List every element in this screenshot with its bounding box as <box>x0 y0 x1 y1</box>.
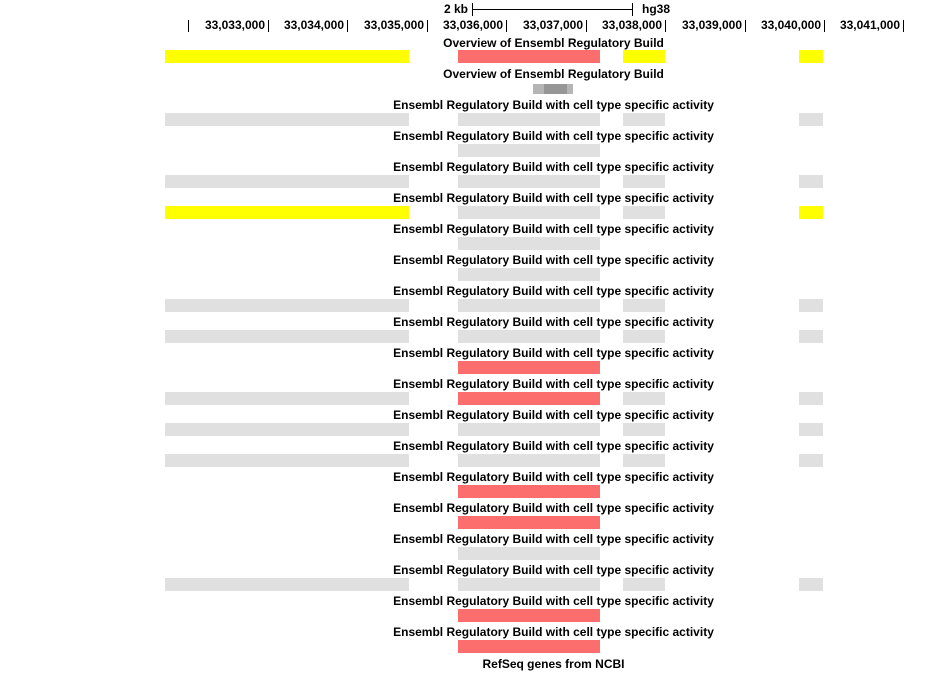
coordinate-label: 33,039,000 <box>681 18 742 32</box>
track-title-celltype-activity-3: Ensembl Regulatory Build with cell type … <box>393 160 714 174</box>
feature-bar-gray[interactable] <box>623 299 665 312</box>
track-title-celltype-activity-4: Ensembl Regulatory Build with cell type … <box>393 191 714 205</box>
feature-bar-red[interactable] <box>458 640 600 653</box>
feature-bar-red[interactable] <box>458 392 600 405</box>
coordinate-tick <box>824 20 825 32</box>
feature-bar-gray[interactable] <box>458 206 600 219</box>
track-title-celltype-activity-8: Ensembl Regulatory Build with cell type … <box>393 315 714 329</box>
feature-bar-gray[interactable] <box>165 330 409 343</box>
coordinate-tick <box>586 20 587 32</box>
feature-bar-gray[interactable] <box>165 454 409 467</box>
feature-bar-gray[interactable] <box>799 330 823 343</box>
coordinate-label: 33,037,000 <box>522 18 583 32</box>
assembly-label: hg38 <box>642 2 671 16</box>
feature-bar-yellow[interactable] <box>623 50 665 63</box>
track-title-overview-regulatory-build: Overview of Ensembl Regulatory Build <box>443 36 664 50</box>
coordinate-label: 33,033,000 <box>204 18 265 32</box>
track-title-celltype-activity-9: Ensembl Regulatory Build with cell type … <box>393 346 714 360</box>
coordinate-tick <box>427 20 428 32</box>
track-title-celltype-activity-14: Ensembl Regulatory Build with cell type … <box>393 501 714 515</box>
feature-bar-gray[interactable] <box>458 144 600 157</box>
feature-bar-gray[interactable] <box>799 113 823 126</box>
feature-bar-gray[interactable] <box>799 392 823 405</box>
feature-bar-gray[interactable] <box>623 423 665 436</box>
feature-bar-gray[interactable] <box>458 175 600 188</box>
feature-bar-gray[interactable] <box>165 578 409 591</box>
track-title-overview-regulatory-build-detail: Overview of Ensembl Regulatory Build <box>443 67 664 81</box>
feature-bar-red[interactable] <box>458 485 600 498</box>
track-title-celltype-activity-17: Ensembl Regulatory Build with cell type … <box>393 594 714 608</box>
feature-bar-gray[interactable] <box>623 175 665 188</box>
track-title-celltype-activity-2: Ensembl Regulatory Build with cell type … <box>393 129 714 143</box>
scale-bar-right-tick <box>632 3 633 16</box>
feature-bar-gray[interactable] <box>458 237 600 250</box>
coordinate-tick <box>903 20 904 32</box>
coordinate-label: 33,040,000 <box>760 18 821 32</box>
track-title-celltype-activity-7: Ensembl Regulatory Build with cell type … <box>393 284 714 298</box>
feature-bar-gray[interactable] <box>623 578 665 591</box>
track-title-celltype-activity-10: Ensembl Regulatory Build with cell type … <box>393 377 714 391</box>
feature-bar-gray[interactable] <box>623 113 665 126</box>
feature-bar-gray[interactable] <box>623 330 665 343</box>
feature-bar-gray[interactable] <box>623 206 665 219</box>
feature-bar-red[interactable] <box>458 361 600 374</box>
track-title-refseq-genes: RefSeq genes from NCBI <box>482 657 625 671</box>
feature-bar-gray[interactable] <box>165 299 409 312</box>
feature-bar-gray[interactable] <box>165 423 409 436</box>
feature-bar-yellow[interactable] <box>799 206 823 219</box>
track-title-celltype-activity-6: Ensembl Regulatory Build with cell type … <box>393 253 714 267</box>
feature-bar-gray[interactable] <box>458 330 600 343</box>
feature-bar-gray[interactable] <box>799 423 823 436</box>
coordinate-tick <box>188 20 189 32</box>
feature-bar-gray[interactable] <box>458 454 600 467</box>
feature-bar-gray[interactable] <box>165 392 409 405</box>
coordinate-label: 33,038,000 <box>601 18 662 32</box>
feature-bar-red[interactable] <box>458 516 600 529</box>
feature-bar-gray[interactable] <box>623 454 665 467</box>
feature-bar-gray[interactable] <box>165 113 409 126</box>
track-title-celltype-activity-12: Ensembl Regulatory Build with cell type … <box>393 439 714 453</box>
feature-bar-gray[interactable] <box>799 299 823 312</box>
feature-bar-gray_dark[interactable] <box>544 84 567 94</box>
feature-bar-gray[interactable] <box>799 454 823 467</box>
scale-bar-left-tick <box>472 3 473 16</box>
feature-bar-yellow[interactable] <box>165 206 409 219</box>
track-title-celltype-activity-18: Ensembl Regulatory Build with cell type … <box>393 625 714 639</box>
track-title-celltype-activity-15: Ensembl Regulatory Build with cell type … <box>393 532 714 546</box>
coordinate-tick <box>506 20 507 32</box>
feature-bar-gray[interactable] <box>458 547 600 560</box>
scale-bar-line <box>472 9 632 10</box>
coordinate-tick <box>745 20 746 32</box>
track-title-celltype-activity-1: Ensembl Regulatory Build with cell type … <box>393 98 714 112</box>
coordinate-label: 33,036,000 <box>442 18 503 32</box>
feature-bar-gray[interactable] <box>458 113 600 126</box>
feature-bar-gray[interactable] <box>799 578 823 591</box>
feature-bar-gray[interactable] <box>458 299 600 312</box>
coordinate-tick <box>665 20 666 32</box>
track-title-celltype-activity-5: Ensembl Regulatory Build with cell type … <box>393 222 714 236</box>
coordinate-tick <box>268 20 269 32</box>
coordinate-label: 33,041,000 <box>839 18 900 32</box>
coordinate-label: 33,034,000 <box>283 18 344 32</box>
coordinate-tick <box>347 20 348 32</box>
feature-bar-yellow[interactable] <box>799 50 823 63</box>
feature-bar-red[interactable] <box>458 50 600 63</box>
track-title-celltype-activity-13: Ensembl Regulatory Build with cell type … <box>393 470 714 484</box>
feature-bar-gray[interactable] <box>799 175 823 188</box>
feature-bar-red[interactable] <box>458 609 600 622</box>
scale-label: 2 kb <box>443 2 468 16</box>
feature-bar-gray[interactable] <box>458 578 600 591</box>
coordinate-label: 33,035,000 <box>363 18 424 32</box>
track-title-celltype-activity-11: Ensembl Regulatory Build with cell type … <box>393 408 714 422</box>
feature-bar-gray[interactable] <box>458 423 600 436</box>
feature-bar-gray[interactable] <box>623 392 665 405</box>
feature-bar-gray[interactable] <box>165 175 409 188</box>
track-title-celltype-activity-16: Ensembl Regulatory Build with cell type … <box>393 563 714 577</box>
feature-bar-gray[interactable] <box>458 268 600 281</box>
feature-bar-yellow[interactable] <box>165 50 409 63</box>
